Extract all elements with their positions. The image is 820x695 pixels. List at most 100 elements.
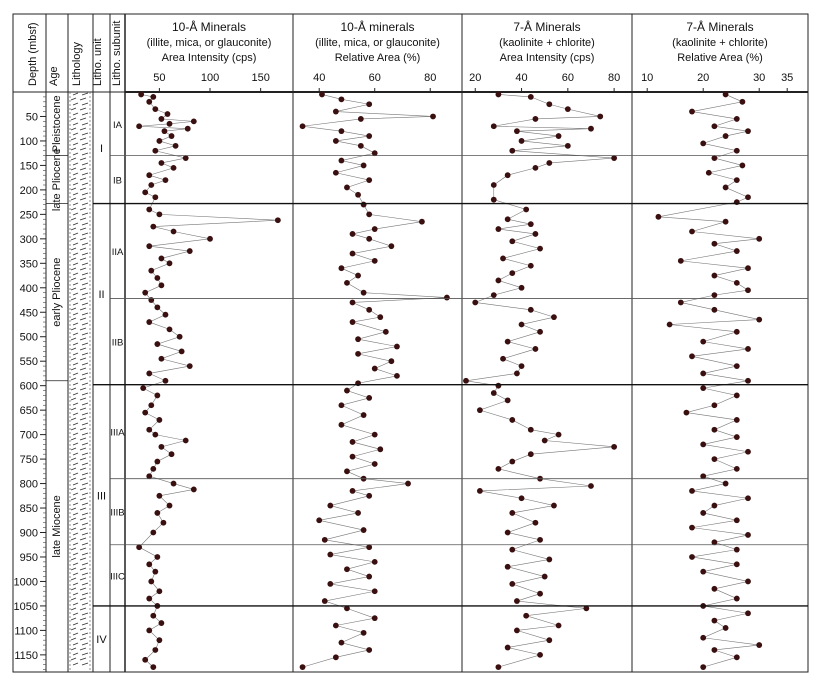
data-point	[689, 554, 695, 560]
data-point	[156, 211, 163, 218]
data-point	[327, 580, 334, 587]
lithology-hatch	[72, 262, 79, 266]
data-point	[700, 385, 707, 392]
data-point	[555, 133, 562, 139]
panel-3: 7-Å Minerals (kaolinite + chlorite) Area I…	[461, 14, 620, 672]
data-point	[338, 265, 345, 272]
lithology-hatch	[79, 517, 87, 521]
lithology-hatch	[70, 467, 77, 471]
lithology-hatch	[81, 292, 89, 296]
data-point	[583, 605, 590, 612]
lithology-hatch	[81, 532, 89, 536]
data-point	[733, 279, 740, 286]
lithology-hatch	[81, 572, 89, 576]
lithology-hatch	[70, 447, 77, 451]
data-point	[430, 113, 436, 120]
data-point	[518, 363, 525, 369]
data-point	[745, 448, 751, 455]
data-point	[541, 573, 548, 580]
data-point	[190, 486, 197, 493]
lithology-hatch	[81, 112, 89, 116]
data-point	[176, 333, 183, 340]
data-point	[158, 355, 165, 362]
data-point	[711, 502, 718, 509]
lithology-hatch	[79, 607, 87, 611]
lithology-hatch	[79, 97, 87, 101]
data-point	[722, 480, 729, 487]
data-point	[733, 654, 740, 661]
lithology-hatch	[81, 542, 89, 546]
lithology-hatch	[70, 277, 77, 281]
lithology-hatch	[70, 417, 77, 421]
panel-title-line: Area Intensity (cps)	[500, 52, 595, 64]
lithology-hatch	[72, 522, 79, 526]
lithology-hatch	[70, 517, 77, 521]
lithology-hatch	[79, 257, 87, 261]
lithology-hatch	[70, 247, 77, 251]
lithology-hatch	[72, 442, 79, 446]
lithology-hatch	[81, 502, 89, 506]
data-point	[366, 133, 373, 139]
lithology-hatch	[72, 402, 79, 406]
data-point	[319, 91, 325, 98]
data-point	[146, 206, 153, 213]
lithology-hatch	[70, 337, 77, 341]
data-point	[733, 561, 740, 568]
depth-tick-label: 250	[20, 209, 38, 221]
data-point	[733, 328, 740, 335]
data-point	[490, 196, 497, 203]
data-point	[504, 338, 511, 345]
lithology-hatch	[79, 437, 87, 441]
age-label: Pleistocene	[51, 95, 63, 152]
data-point	[154, 554, 161, 560]
data-point	[700, 510, 707, 516]
data-point	[722, 184, 729, 191]
depth-tick-label: 650	[20, 405, 38, 417]
lithology-hatch	[72, 472, 79, 476]
data-point	[158, 620, 165, 626]
data-point	[711, 306, 718, 313]
lithology-hatch	[81, 332, 89, 336]
data-point	[504, 216, 511, 223]
data-point	[677, 257, 684, 264]
data-point	[733, 517, 740, 524]
data-point	[555, 431, 562, 438]
lithology-hatch	[79, 487, 87, 491]
lithology-hatch	[72, 312, 79, 316]
data-point	[338, 157, 345, 164]
data-point	[756, 235, 763, 242]
data-point	[490, 182, 497, 188]
data-point	[371, 150, 378, 157]
lithology-hatch	[81, 462, 89, 466]
data-point	[509, 580, 516, 587]
lithology-hatch	[70, 157, 77, 161]
data-point	[733, 595, 740, 602]
lithology-hatch	[79, 197, 87, 201]
depth-tick-label: 350	[20, 258, 38, 270]
data-point	[366, 101, 373, 108]
lithology-hatch	[70, 597, 77, 601]
lithology-hatch	[72, 182, 79, 186]
lithology-hatch	[70, 407, 77, 411]
data-point	[518, 495, 525, 502]
data-point	[733, 147, 740, 154]
data-point	[168, 133, 175, 139]
data-point	[355, 191, 361, 198]
lithology-hatch	[79, 507, 87, 511]
lithology-hatch	[79, 447, 87, 451]
data-point	[532, 116, 539, 122]
x-tick-label: 30	[753, 72, 765, 84]
data-point	[509, 510, 516, 516]
data-point	[321, 536, 328, 543]
lithology-hatch	[79, 157, 87, 161]
data-point	[154, 341, 161, 347]
lithology-hatch	[81, 252, 89, 256]
data-point	[371, 558, 378, 565]
lithology-hatch	[79, 237, 87, 241]
lithology-hatch	[79, 527, 87, 531]
lithology-hatch	[72, 602, 79, 606]
x-tick-label: 10	[641, 72, 653, 84]
data-point	[700, 370, 707, 377]
data-point	[490, 390, 497, 396]
